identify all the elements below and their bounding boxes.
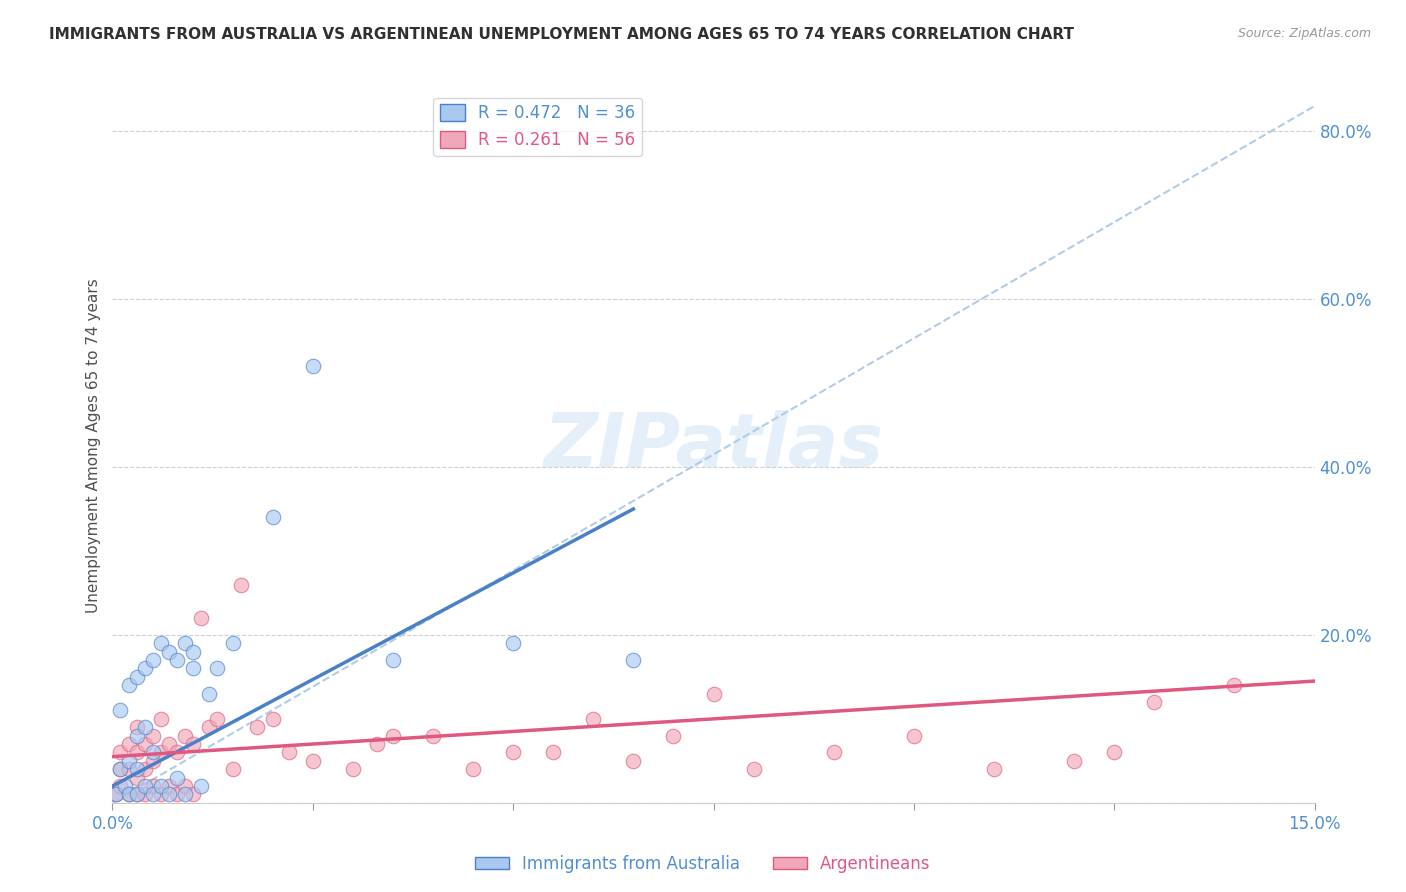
Point [342,762,364,776]
Point [302,754,325,768]
Point [181,661,204,675]
Point [157,645,180,659]
Point [110,703,132,717]
Legend: R = 0.472   N = 36, R = 0.261   N = 56: R = 0.472 N = 36, R = 0.261 N = 56 [433,97,643,155]
Point [903,729,925,743]
Point [166,771,188,785]
Point [197,720,219,734]
Point [149,712,172,726]
Point [205,661,228,675]
Point [181,737,204,751]
Point [114,779,136,793]
Point [125,788,148,802]
Point [1063,754,1085,768]
Point [166,746,188,760]
Text: IMMIGRANTS FROM AUSTRALIA VS ARGENTINEAN UNEMPLOYMENT AMONG AGES 65 TO 74 YEARS : IMMIGRANTS FROM AUSTRALIA VS ARGENTINEAN… [49,27,1074,42]
Point [262,510,284,524]
Point [366,737,388,751]
Point [134,779,156,793]
Point [621,754,644,768]
Point [117,788,139,802]
Point [166,653,188,667]
Point [190,611,212,625]
Point [422,729,444,743]
Point [181,645,204,659]
Point [173,636,195,650]
Point [277,746,299,760]
Point [141,788,163,802]
Point [222,762,245,776]
Point [134,788,156,802]
Point [125,729,148,743]
Point [197,687,219,701]
Point [105,788,128,802]
Point [117,678,139,692]
Point [1223,678,1246,692]
Point [110,779,132,793]
Point [125,771,148,785]
Point [662,729,685,743]
Point [262,712,284,726]
Point [1102,746,1125,760]
Point [382,653,405,667]
Point [742,762,765,776]
Text: Source: ZipAtlas.com: Source: ZipAtlas.com [1237,27,1371,40]
Point [502,636,524,650]
Point [983,762,1005,776]
Point [702,687,725,701]
Point [125,720,148,734]
Legend: Immigrants from Australia, Argentineans: Immigrants from Australia, Argentineans [468,848,938,880]
Point [117,762,139,776]
Point [134,762,156,776]
Point [117,754,139,768]
Text: ZIPatlas: ZIPatlas [544,409,883,483]
Point [382,729,405,743]
Point [461,762,484,776]
Point [173,729,195,743]
Point [181,788,204,802]
Point [125,762,148,776]
Point [157,779,180,793]
Point [173,788,195,802]
Point [149,746,172,760]
Point [205,712,228,726]
Point [173,779,195,793]
Point [229,577,252,591]
Point [823,746,845,760]
Point [134,661,156,675]
Point [110,762,132,776]
Point [134,720,156,734]
Point [166,788,188,802]
Point [222,636,245,650]
Point [543,746,565,760]
Point [149,779,172,793]
Point [125,746,148,760]
Point [141,729,163,743]
Y-axis label: Unemployment Among Ages 65 to 74 years: Unemployment Among Ages 65 to 74 years [86,278,101,614]
Point [110,762,132,776]
Point [190,779,212,793]
Point [1143,695,1166,709]
Point [149,788,172,802]
Point [157,737,180,751]
Point [157,788,180,802]
Point [134,737,156,751]
Point [141,746,163,760]
Point [502,746,524,760]
Point [117,788,139,802]
Point [582,712,605,726]
Point [246,720,269,734]
Point [141,779,163,793]
Point [141,653,163,667]
Point [110,746,132,760]
Point [105,788,128,802]
Point [117,737,139,751]
Point [141,754,163,768]
Point [125,788,148,802]
Point [621,653,644,667]
Point [125,670,148,684]
Point [149,636,172,650]
Point [302,359,325,374]
